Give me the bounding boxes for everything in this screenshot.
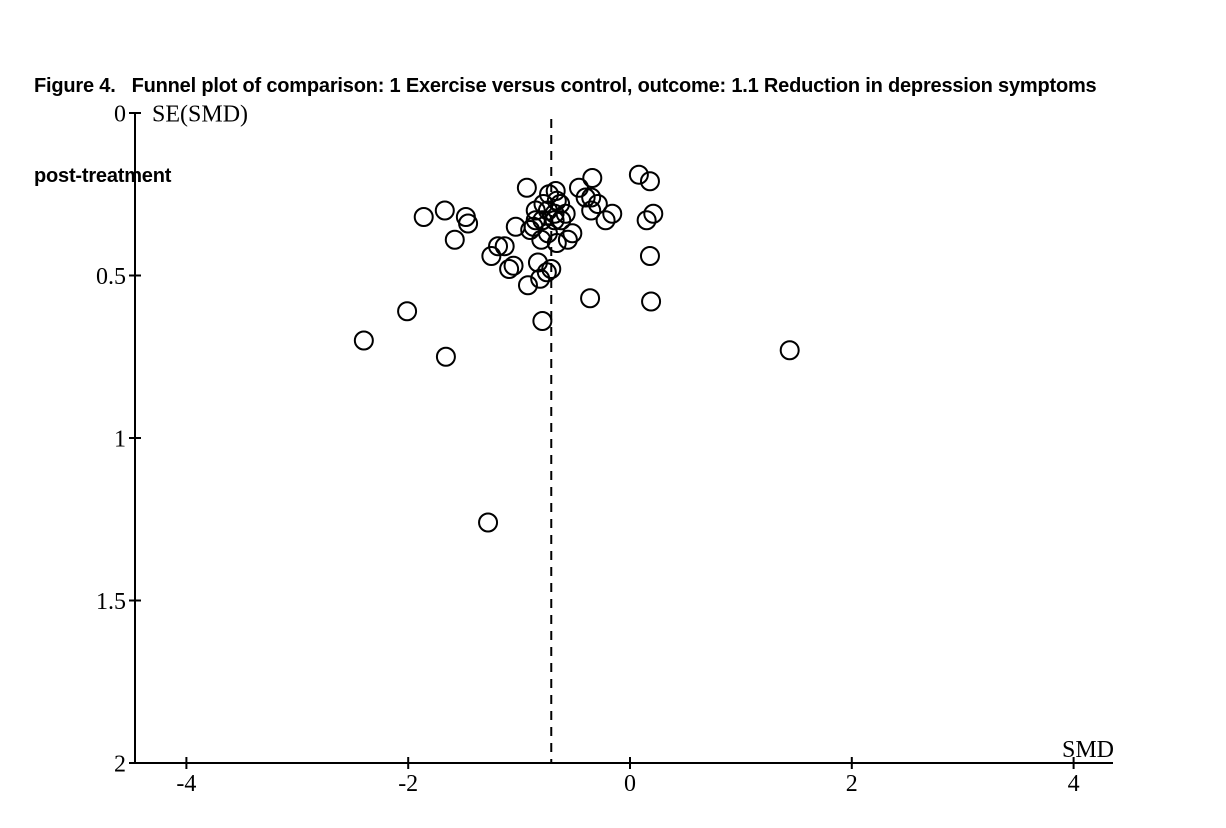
y-tick-label: 1.5 bbox=[96, 589, 126, 615]
study-data-point bbox=[779, 340, 800, 361]
y-tick-label: 0 bbox=[114, 101, 126, 127]
x-axis-title: SMD bbox=[1062, 737, 1114, 763]
study-data-point bbox=[555, 203, 576, 224]
study-data-point bbox=[499, 259, 520, 279]
study-data-point bbox=[478, 512, 499, 533]
study-data-point bbox=[550, 194, 571, 214]
study-data-point bbox=[575, 187, 596, 208]
study-data-point bbox=[568, 177, 589, 198]
x-tick-label: 4 bbox=[1068, 771, 1080, 797]
study-data-point bbox=[434, 200, 455, 221]
y-tick-label: 1 bbox=[114, 426, 126, 452]
study-data-point bbox=[444, 229, 465, 250]
study-data-point bbox=[541, 259, 562, 279]
study-data-point bbox=[544, 203, 565, 224]
study-data-point bbox=[562, 223, 583, 244]
y-axis-title: SE(SMD) bbox=[152, 101, 248, 127]
study-data-point bbox=[602, 203, 623, 224]
study-data-point bbox=[587, 194, 608, 214]
study-data-point bbox=[481, 246, 502, 266]
study-data-point bbox=[458, 213, 479, 234]
study-data-point bbox=[641, 291, 662, 312]
study-data-point bbox=[531, 229, 552, 250]
study-data-point bbox=[353, 330, 374, 351]
study-data-point bbox=[516, 177, 537, 198]
study-data-point bbox=[536, 262, 557, 283]
study-data-point bbox=[397, 301, 418, 322]
study-data-point bbox=[639, 171, 660, 192]
study-data-point bbox=[532, 311, 553, 331]
study-data-point bbox=[413, 207, 434, 227]
study-data-point bbox=[639, 246, 660, 266]
figure-title: Figure 4. Funnel plot of comparison: 1 E… bbox=[34, 11, 1194, 251]
study-data-point bbox=[595, 210, 616, 231]
study-data-point bbox=[557, 229, 578, 250]
study-data-point bbox=[581, 187, 602, 208]
x-tick-label: -4 bbox=[176, 771, 196, 797]
study-data-point bbox=[517, 275, 538, 296]
study-data-point bbox=[582, 168, 603, 188]
study-data-point bbox=[494, 236, 515, 257]
figure-title-line1: Figure 4. Funnel plot of comparison: 1 E… bbox=[34, 75, 1097, 97]
study-data-point bbox=[636, 210, 657, 231]
study-data-point bbox=[435, 346, 456, 367]
study-data-point bbox=[488, 236, 509, 257]
study-data-point bbox=[503, 255, 524, 276]
study-data-point bbox=[551, 210, 572, 231]
study-data-point bbox=[628, 164, 649, 185]
y-tick-label: 0.5 bbox=[96, 264, 126, 290]
study-data-point bbox=[580, 288, 601, 309]
study-data-point bbox=[643, 203, 664, 224]
x-tick-label: 0 bbox=[624, 771, 636, 797]
y-tick-label: 2 bbox=[114, 751, 126, 777]
study-data-point bbox=[545, 181, 566, 201]
study-data-point bbox=[581, 200, 602, 221]
figure-title-line2: post-treatment bbox=[34, 165, 172, 187]
x-tick-label: -2 bbox=[398, 771, 418, 797]
x-tick-label: 2 bbox=[846, 771, 858, 797]
study-data-point bbox=[546, 233, 567, 253]
